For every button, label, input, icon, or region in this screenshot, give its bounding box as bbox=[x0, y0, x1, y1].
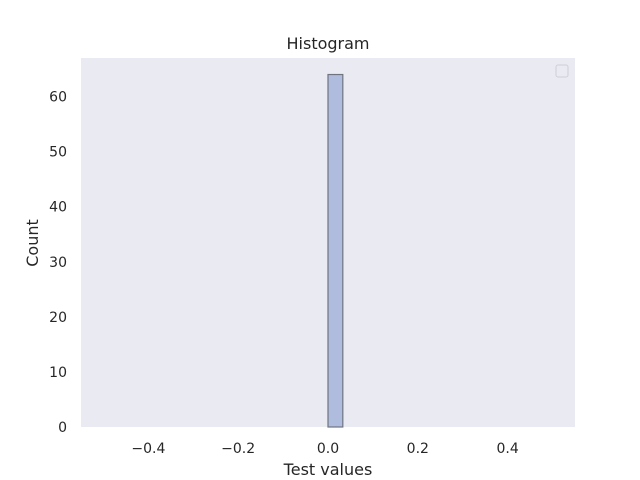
x-tick-label: 0.0 bbox=[317, 441, 339, 457]
chart-title: Histogram bbox=[287, 34, 370, 53]
y-tick-label: 50 bbox=[49, 145, 67, 161]
bars-group bbox=[327, 73, 344, 428]
y-tick-label: 40 bbox=[49, 200, 67, 216]
y-tick-label: 10 bbox=[49, 365, 67, 381]
x-axis-title: Test values bbox=[283, 460, 373, 479]
y-tick-label: 30 bbox=[49, 255, 67, 271]
y-tick-label: 0 bbox=[58, 420, 67, 436]
x-tick-label: −0.2 bbox=[221, 441, 255, 457]
y-tick-label: 20 bbox=[49, 310, 67, 326]
legend-box bbox=[555, 64, 569, 78]
y-tick-label: 60 bbox=[49, 90, 67, 106]
x-tick-label: −0.4 bbox=[131, 441, 165, 457]
histogram-bar bbox=[327, 73, 344, 428]
y-tick-labels: 0 10 20 30 40 50 60 bbox=[49, 90, 67, 436]
x-tick-label: 0.4 bbox=[497, 441, 519, 457]
y-axis-title: Count bbox=[23, 219, 42, 267]
x-tick-labels: −0.4 −0.2 0.0 0.2 0.4 bbox=[131, 441, 518, 457]
x-tick-label: 0.2 bbox=[407, 441, 429, 457]
